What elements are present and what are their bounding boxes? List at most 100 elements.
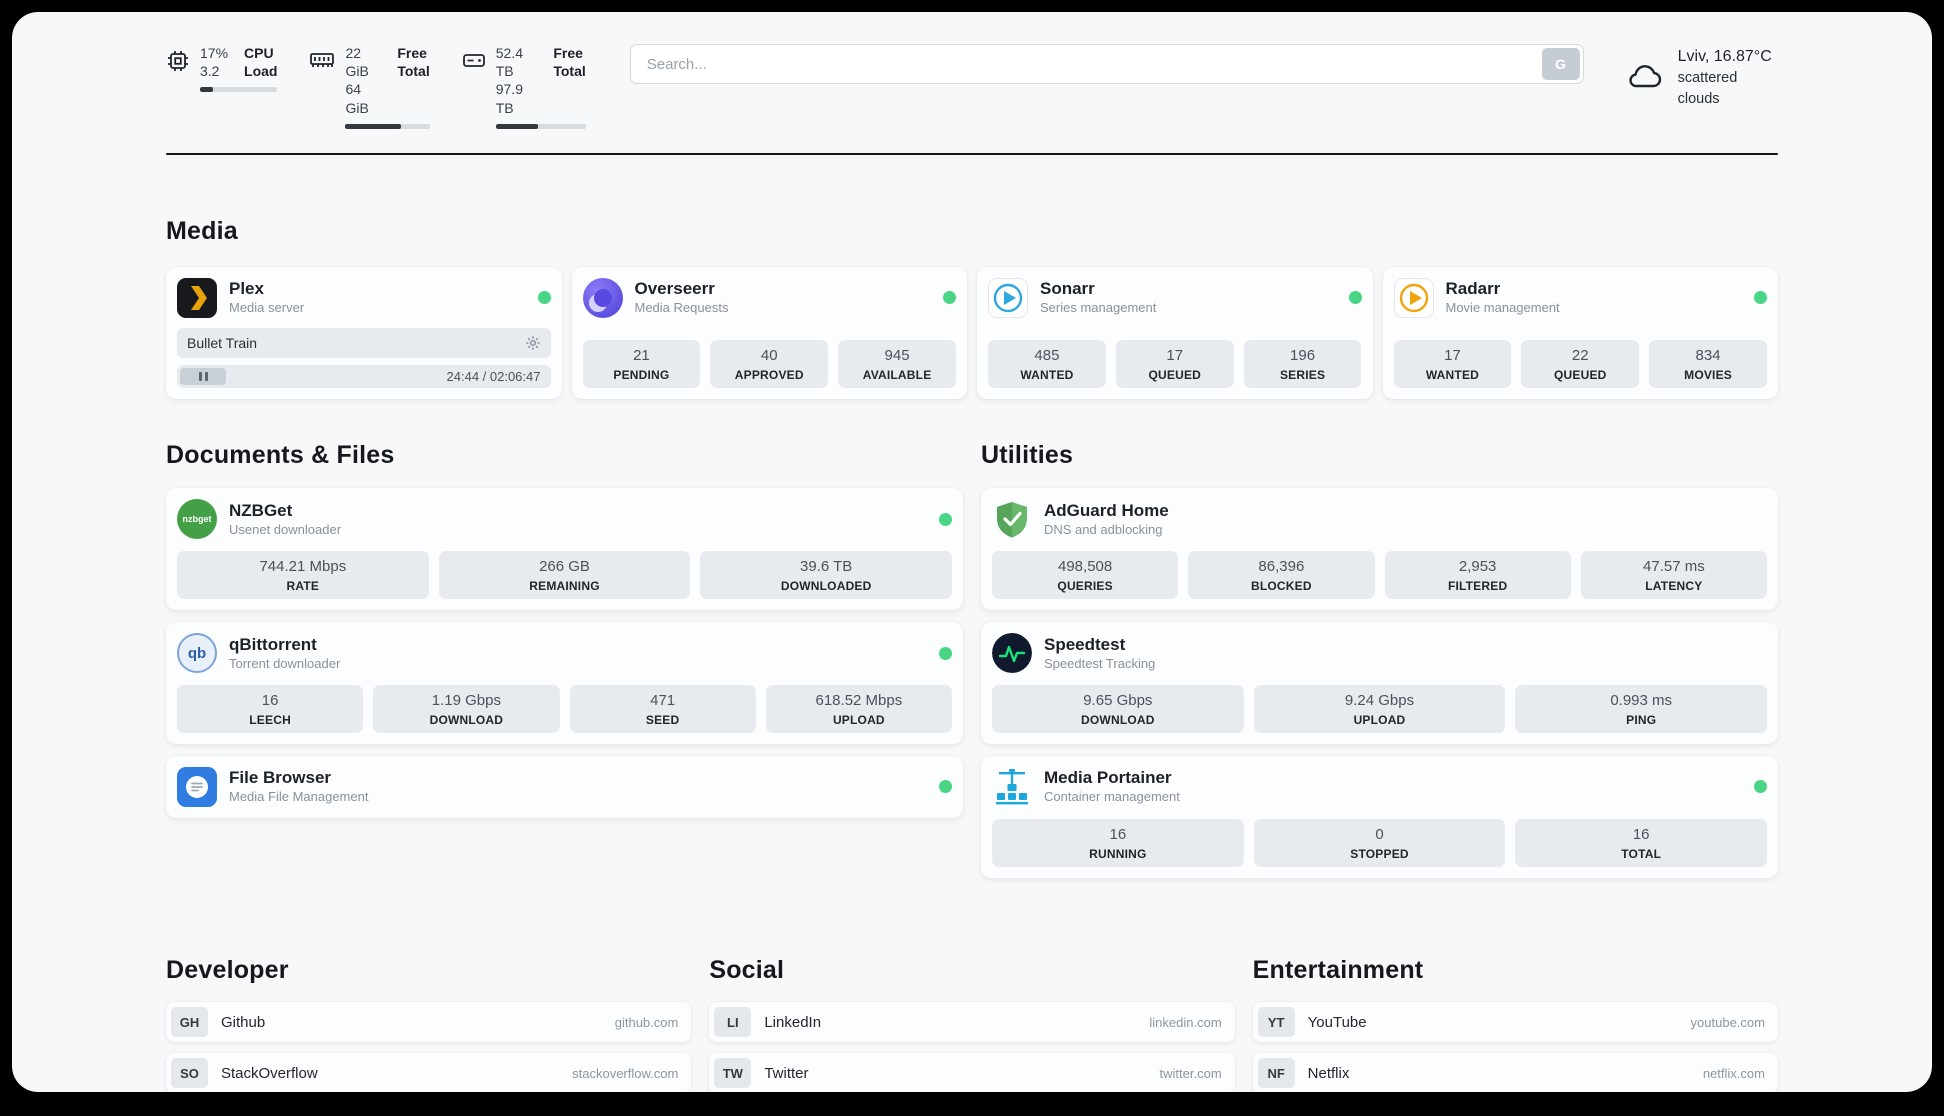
dashboard-frame: 17% 3.2 CPU Load — [12, 12, 1932, 1092]
qbittorrent-icon: qb — [177, 633, 217, 673]
sonarr-card[interactable]: Sonarr Series management 485 WANTED 17 Q… — [977, 266, 1373, 399]
app-subtitle: Movie management — [1445, 300, 1560, 316]
status-dot — [1754, 291, 1767, 304]
cloud-icon — [1624, 59, 1666, 96]
filebrowser-card[interactable]: File Browser Media File Management — [166, 755, 963, 818]
speedtest-card[interactable]: Speedtest Speedtest Tracking 9.65 Gbps D… — [981, 622, 1778, 744]
weather-condition: scattered clouds — [1677, 70, 1738, 107]
stat-label: DOWNLOADED — [780, 579, 872, 593]
top-bar: 17% 3.2 CPU Load — [166, 12, 1778, 129]
bookmark-twitter[interactable]: TW Twitter twitter.com — [709, 1053, 1235, 1092]
radarr-card[interactable]: Radarr Movie management 17 WANTED 22 QUE… — [1382, 266, 1778, 399]
overseerr-card[interactable]: Overseerr Media Requests 21 PENDING 40 A… — [571, 266, 967, 399]
bookmark-abbr: NF — [1257, 1058, 1295, 1089]
status-dot — [537, 291, 551, 304]
stat-value: 16 — [1632, 825, 1650, 843]
stat-label: QUEUED — [1553, 367, 1607, 382]
app-subtitle: Container management — [1044, 789, 1180, 805]
stat-total: 16 TOTAL — [1515, 818, 1768, 867]
bookmark-url: linkedin.com — [1149, 1014, 1222, 1030]
bookmark-youtube[interactable]: YT YouTube youtube.com — [1252, 1002, 1778, 1043]
stat-value: 22 — [1571, 346, 1589, 364]
bookmark-name: Netflix — [1307, 1064, 1350, 1082]
ram-free-value: 22 GiB — [345, 45, 369, 80]
cpu-stat: 17% 3.2 CPU Load — [166, 44, 278, 93]
stat-label: APPROVED — [734, 367, 804, 382]
stat-value: 0.993 ms — [1610, 692, 1673, 709]
weather-widget[interactable]: Lviv, 16.87°C scattered clouds — [1624, 44, 1778, 109]
stat-label: RATE — [286, 579, 320, 593]
playback-time: 24:44 / 02:06:47 — [446, 368, 541, 384]
cpu-usage-value: 17% — [200, 45, 229, 61]
stat-label: WANTED — [1020, 367, 1074, 382]
stat-label: SEED — [645, 712, 680, 727]
bookmark-url: youtube.com — [1690, 1014, 1765, 1030]
stat-value: 485 — [1034, 346, 1060, 364]
ram-total-label: Total — [397, 63, 430, 80]
weather-location: Lviv, 16.87°C — [1677, 48, 1772, 65]
ram-progress-track — [345, 123, 430, 129]
stat-value: 16 — [1109, 825, 1127, 843]
status-dot — [943, 291, 956, 304]
search-input[interactable] — [629, 44, 1584, 84]
ram-icon — [309, 49, 335, 76]
search-engine-button[interactable]: G — [1541, 48, 1580, 80]
bookmark-netflix[interactable]: NF Netflix netflix.com — [1252, 1053, 1778, 1092]
pause-button[interactable] — [180, 367, 226, 385]
stat-label: STOPPED — [1350, 846, 1409, 861]
adguard-card[interactable]: AdGuard Home DNS and adblocking 498,508 … — [981, 488, 1778, 610]
bookmark-linkedin[interactable]: LI LinkedIn linkedin.com — [709, 1002, 1235, 1043]
ram-stat: 22 GiB 64 GiB Free Total — [309, 44, 430, 129]
now-playing-title: Bullet Train — [187, 334, 258, 351]
bookmark-url: twitter.com — [1159, 1065, 1222, 1081]
plex-card[interactable]: Plex Media server Bullet Train 24:44 / 0… — [166, 266, 562, 399]
app-subtitle: Media server — [229, 300, 305, 316]
stat-download: 1.19 Gbps DOWNLOAD — [373, 685, 560, 733]
ram-free-label: Free — [397, 45, 427, 61]
stat-upload: 618.52 Mbps UPLOAD — [765, 685, 952, 733]
app-subtitle: Media File Management — [229, 789, 369, 805]
stat-value: 17 — [1166, 346, 1184, 364]
bookmark-name: YouTube — [1307, 1013, 1367, 1031]
stat-wanted: 485 WANTED — [988, 339, 1106, 388]
bookmark-github[interactable]: GH Github github.com — [166, 1002, 692, 1043]
stat-upload: 9.24 Gbps UPLOAD — [1253, 685, 1506, 733]
now-playing-row: Bullet Train — [177, 327, 551, 358]
qbittorrent-card[interactable]: qb qBittorrent Torrent downloader 16 LEE… — [166, 622, 963, 744]
player-progress-row: 24:44 / 02:06:47 — [177, 364, 551, 388]
stat-label: AVAILABLE — [862, 367, 932, 382]
bookmark-stackoverflow[interactable]: SO StackOverflow stackoverflow.com — [166, 1053, 692, 1092]
nzbget-card[interactable]: nzbget NZBGet Usenet downloader 744.21 M… — [166, 488, 963, 610]
stat-label: MOVIES — [1684, 367, 1733, 382]
bookmark-name: Github — [221, 1013, 266, 1031]
bookmark-name: LinkedIn — [764, 1013, 822, 1031]
stat-movies: 834 MOVIES — [1649, 339, 1767, 388]
stat-queued: 17 QUEUED — [1115, 339, 1234, 388]
stat-label: SERIES — [1279, 367, 1326, 382]
app-name: qBittorrent — [229, 634, 317, 654]
stat-value: 196 — [1290, 346, 1316, 364]
stat-download: 9.65 Gbps DOWNLOAD — [992, 685, 1244, 733]
developer-bookmarks: Developer GH Github github.com SO StackO… — [166, 936, 692, 1092]
stat-value: 2,953 — [1458, 558, 1497, 576]
bookmark-abbr: TW — [714, 1058, 752, 1089]
stat-label: WANTED — [1425, 367, 1480, 382]
stat-stopped: 0 STOPPED — [1253, 818, 1506, 867]
bookmark-url: stackoverflow.com — [572, 1065, 679, 1081]
portainer-card[interactable]: Media Portainer Container management 16 … — [981, 755, 1778, 878]
stat-value: 39.6 TB — [800, 558, 853, 576]
disk-progress-track — [495, 123, 586, 129]
stat-running: 16 RUNNING — [992, 818, 1244, 867]
bookmark-abbr: YT — [1257, 1007, 1295, 1038]
stat-label: DOWNLOAD — [429, 712, 504, 727]
cpu-load-label: Load — [244, 63, 278, 80]
gear-icon[interactable] — [525, 335, 541, 351]
disk-free-value: 52.4 TB — [495, 45, 523, 80]
stat-value: 498,508 — [1058, 558, 1113, 576]
bookmark-abbr: GH — [171, 1007, 208, 1038]
status-dot — [939, 512, 952, 526]
stat-label: LATENCY — [1645, 579, 1703, 593]
nzbget-icon: nzbget — [177, 499, 217, 540]
app-subtitle: Torrent downloader — [229, 655, 341, 671]
stat-filtered: 2,953 FILTERED — [1384, 551, 1571, 599]
